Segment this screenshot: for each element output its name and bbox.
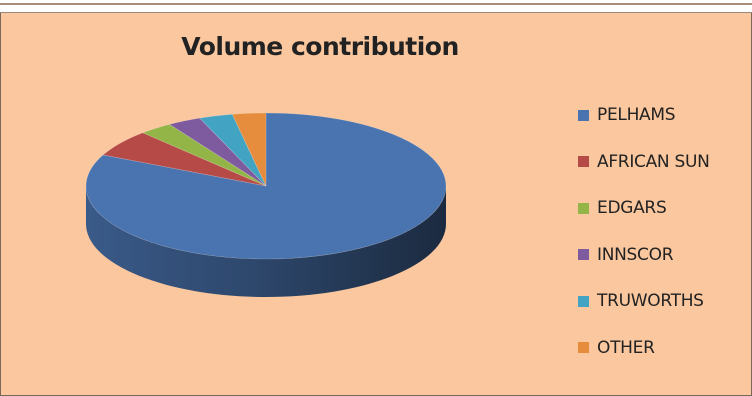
- top-border: [0, 0, 752, 13]
- legend-label: INNSCOR: [597, 244, 674, 265]
- legend-swatch: [578, 295, 589, 307]
- pie-slice-truworths: [199, 113, 267, 187]
- pie-slice-african-sun: [102, 132, 267, 187]
- legend-label: TRUWORTHS: [597, 291, 704, 311]
- pie-slice-pelhams: [85, 112, 447, 260]
- pie-slice-other: [231, 112, 267, 187]
- legend-label: AFRICAN SUN: [597, 151, 710, 172]
- chart-title: Volume contribution: [181, 32, 459, 61]
- legend-swatch: [578, 156, 589, 167]
- legend-swatch: [578, 342, 589, 353]
- legend-swatch: [578, 109, 589, 121]
- legend-swatch: [578, 249, 589, 260]
- legend-item-truworths: TRUWORTHS: [578, 290, 704, 312]
- legend-item-african-sun: AFRICAN SUN: [578, 151, 710, 173]
- legend-label: EDGARS: [597, 198, 667, 218]
- legend-swatch: [578, 202, 589, 214]
- legend-label: PELHAMS: [597, 105, 676, 125]
- legend-item-innscor: INNSCOR: [578, 244, 674, 266]
- pie-side-pelhams: [86, 186, 446, 297]
- pie-slice-edgars: [141, 124, 267, 187]
- legend-label: OTHER: [597, 337, 655, 358]
- legend-item-pelhams: PELHAMS: [578, 104, 676, 126]
- pie-slice-innscor: [168, 117, 267, 187]
- legend-item-other: OTHER: [578, 337, 655, 359]
- legend-item-edgars: EDGARS: [578, 197, 667, 219]
